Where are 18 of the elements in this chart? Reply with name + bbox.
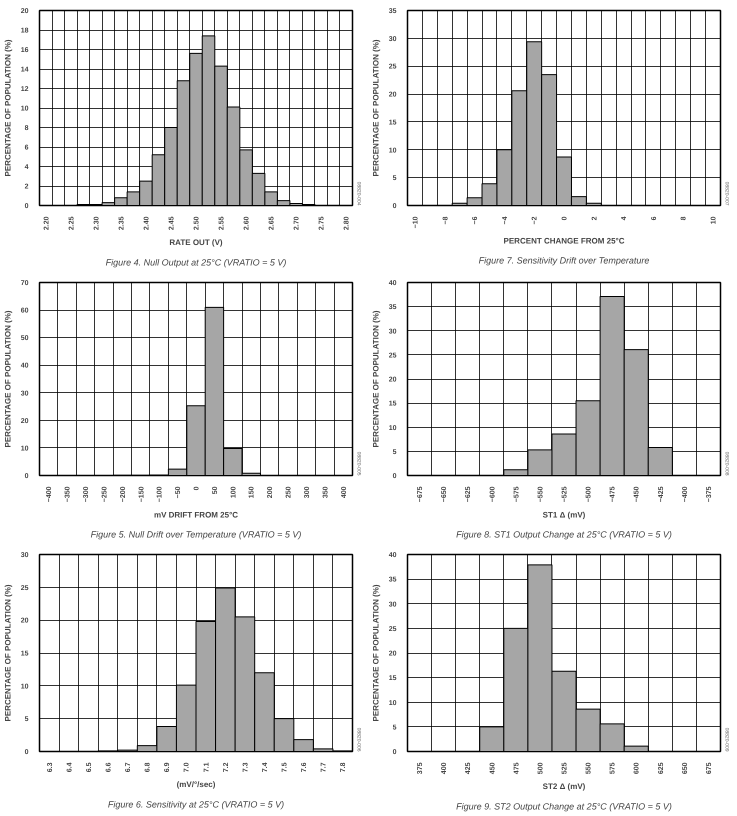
y-axis-title: PERCENTAGE OF POPULATION (%) [4, 310, 13, 448]
y-axis-title: PERCENTAGE OF POPULATION (%) [372, 39, 381, 177]
text: Figure 7. Sensitivity Drift over Temperature [478, 256, 650, 266]
text: Figure 4. Null Output at 25°C (VRATIO = 5 V) [106, 258, 286, 268]
x-axis-title: ST1 Δ (mV) [542, 510, 586, 520]
y-axis-title: PERCENTAGE OF POPULATION (%) [4, 584, 13, 722]
x-axis-title: PERCENT CHANGE FROM 25°C [504, 236, 625, 246]
text: Figure 8. ST1 Output Change at 25°C (VRATIO = 5 V) [456, 530, 672, 540]
x-axis-title: (mV/°/sec) [176, 780, 216, 790]
text: Figure 9. ST2 Output Change at 25°C (VRATIO = 5 V) [456, 802, 672, 812]
y-axis-title: PERCENTAGE OF POPULATION (%) [372, 310, 381, 448]
y-axis-title: PERCENTAGE OF POPULATION (%) [372, 584, 381, 722]
x-axis-title: ST2 Δ (mV) [542, 782, 586, 792]
text: Figure 5. Null Drift over Temperature (VRATIO = 5 V) [90, 530, 302, 540]
y-axis-title: PERCENTAGE OF POPULATION (%) [4, 39, 13, 177]
x-axis-title: RATE OUT (V) [169, 238, 223, 248]
text: Figure 6. Sensitivity at 25°C (VRATIO = 5 V) [108, 800, 284, 810]
x-axis-title: mV DRIFT FROM 25°C [154, 510, 238, 520]
